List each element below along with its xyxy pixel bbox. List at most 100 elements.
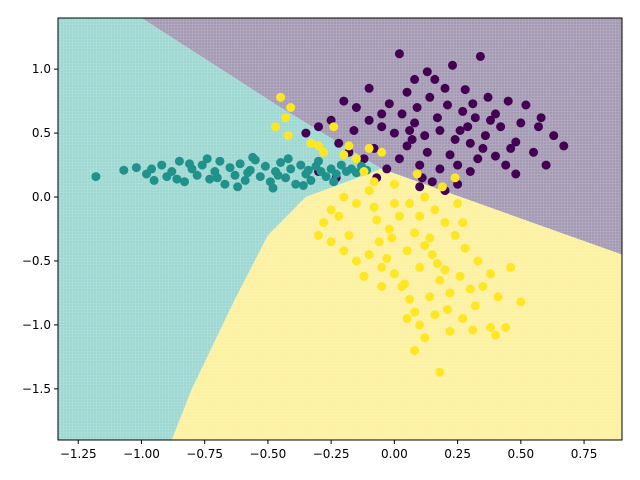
point-s2-53: [435, 275, 445, 285]
point-s2-71: [453, 198, 463, 208]
point-s2-82: [493, 292, 503, 302]
point-s1-4: [149, 175, 159, 185]
point-s0-23: [389, 128, 399, 138]
point-s2-44: [450, 230, 460, 240]
point-s0-15: [486, 115, 495, 125]
point-s2-83: [468, 325, 478, 335]
point-s2-10: [344, 141, 354, 151]
point-s2-34: [458, 314, 468, 323]
point-s0-29: [314, 122, 323, 132]
point-s1-51: [298, 181, 308, 190]
point-s1-5: [157, 160, 167, 170]
point-s0-46: [445, 150, 455, 160]
point-s2-87: [389, 179, 399, 189]
point-s0-27: [339, 96, 349, 106]
point-s0-76: [377, 109, 387, 119]
point-s2-12: [359, 167, 369, 176]
point-s0-39: [443, 100, 452, 110]
point-s2-86: [369, 202, 379, 212]
point-s1-38: [331, 169, 341, 179]
point-s2-27: [405, 294, 415, 304]
point-s0-73: [506, 143, 516, 153]
point-s1-36: [321, 172, 331, 182]
point-s1-7: [167, 167, 177, 176]
point-s2-8: [339, 150, 349, 160]
point-s0-72: [491, 109, 500, 119]
point-s0-70: [412, 103, 422, 112]
point-s1-0: [91, 172, 101, 182]
point-s2-73: [412, 169, 422, 179]
point-s0-37: [420, 131, 430, 141]
point-s2-84: [440, 265, 450, 275]
point-s0-63: [450, 135, 460, 144]
point-s2-68: [344, 230, 354, 240]
point-s0-25: [364, 115, 374, 125]
point-s2-20: [326, 237, 336, 247]
point-s0-54: [470, 113, 480, 123]
point-s1-13: [205, 174, 215, 184]
point-s2-5: [306, 138, 316, 148]
point-s1-54: [185, 159, 194, 169]
point-s0-43: [491, 151, 500, 161]
point-s2-52: [427, 250, 437, 260]
point-s1-33: [306, 175, 316, 185]
point-s2-4: [283, 131, 293, 141]
point-s2-30: [420, 333, 430, 343]
point-s2-59: [387, 233, 397, 243]
x-tick-label-1: −1.00: [123, 447, 160, 461]
x-tick-label-8: 0.75: [571, 447, 598, 461]
point-s1-30: [291, 179, 301, 189]
point-s2-49: [394, 211, 404, 221]
point-s2-55: [455, 271, 465, 281]
point-s1-47: [233, 182, 243, 192]
point-s2-58: [402, 246, 412, 256]
point-s1-49: [268, 183, 278, 193]
point-s2-64: [425, 292, 435, 302]
point-s2-81: [458, 218, 468, 228]
point-s0-67: [430, 74, 440, 84]
point-s0-33: [359, 154, 369, 164]
point-s1-50: [283, 154, 293, 164]
point-s0-71: [463, 122, 473, 132]
point-s0-14: [496, 122, 506, 132]
point-s0-13: [511, 137, 521, 147]
region-mesh-overlay: [58, 18, 622, 440]
point-s1-31: [296, 160, 306, 170]
point-s0-56: [425, 92, 435, 102]
point-s1-27: [276, 158, 286, 167]
point-s1-56: [243, 168, 253, 178]
point-s2-25: [389, 269, 399, 279]
point-s2-0: [276, 92, 286, 102]
x-tick-label-2: −0.75: [186, 447, 223, 461]
point-s0-6: [503, 96, 513, 106]
point-s2-89: [430, 310, 440, 320]
point-s2-13: [369, 177, 379, 187]
point-s2-19: [314, 230, 323, 240]
point-s0-24: [377, 122, 387, 132]
point-s0-65: [516, 118, 526, 128]
point-s2-16: [339, 192, 349, 202]
point-s1-1: [119, 165, 129, 175]
point-s2-67: [359, 271, 369, 281]
point-s2-36: [486, 323, 495, 332]
point-s1-9: [180, 177, 189, 187]
point-s0-2: [475, 51, 485, 61]
point-s0-50: [394, 154, 404, 164]
point-s0-17: [465, 167, 475, 176]
y-axis: 1.0 0.5 0.0 −0.5 −1.0 −1.5: [22, 62, 58, 396]
point-s2-38: [501, 323, 511, 332]
point-s1-39: [336, 160, 346, 170]
point-s0-36: [410, 118, 420, 128]
point-s1-53: [147, 164, 157, 174]
point-s0-66: [536, 113, 546, 123]
point-s1-59: [329, 177, 339, 187]
point-s0-49: [407, 135, 417, 144]
point-s2-54: [445, 288, 455, 298]
point-s2-9: [329, 122, 339, 132]
x-axis: −1.25 −1.00 −0.75 −0.50 −0.25 0.00 0.25 0.50 0.7…: [60, 440, 598, 461]
point-s0-21: [415, 160, 425, 170]
point-s2-62: [432, 259, 442, 268]
x-tick-label-3: −0.50: [250, 447, 287, 461]
point-s2-35: [470, 301, 480, 311]
